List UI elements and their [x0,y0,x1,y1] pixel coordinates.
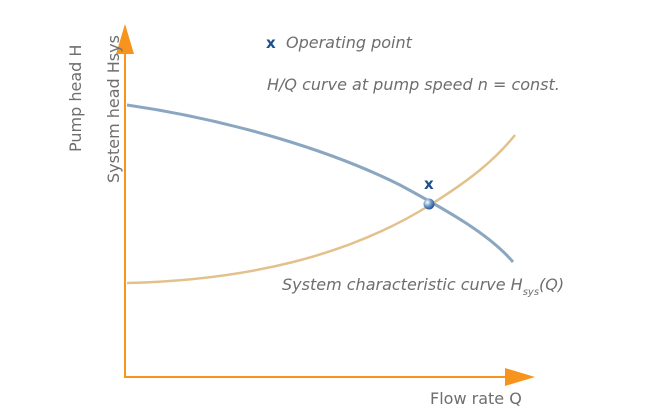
legend-marker: x [266,34,276,52]
y-axis-label-pump: Pump head H [66,45,85,152]
system-curve-label-prefix: System characteristic curve H [282,275,523,294]
y-axis-label-system: System head Hsys [104,35,123,183]
system-curve-label-suffix: (Q) [539,275,564,294]
pump-hq-curve [126,103,515,263]
y-axis-arrow-icon [116,24,134,54]
legend-operating-point: Operating point [286,33,413,52]
operating-point-marker: x [424,175,434,193]
operating-point [423,198,435,210]
system-curve-label-subscript: sys [523,287,539,298]
system-curve-label: System characteristic curve Hsys(Q) [282,275,564,298]
legend-hq-curve: H/Q curve at pump speed n = const. [267,75,560,94]
system-characteristic-curve [126,134,516,285]
x-axis-arrow-icon [505,368,535,386]
x-axis-label: Flow rate Q [430,389,522,408]
